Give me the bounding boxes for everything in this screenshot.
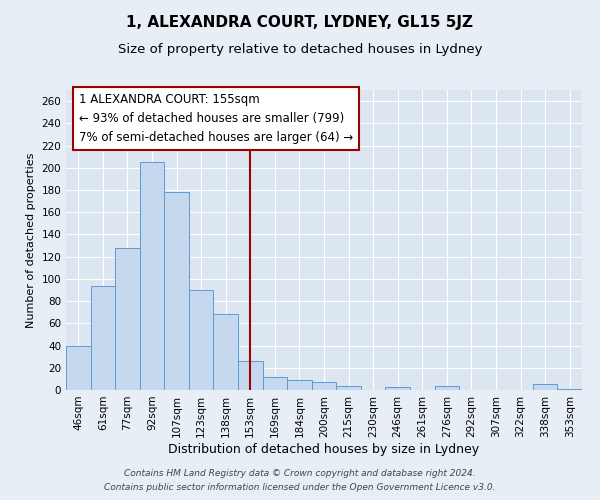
Bar [263, 376, 287, 390]
Text: 1, ALEXANDRA COURT, LYDNEY, GL15 5JZ: 1, ALEXANDRA COURT, LYDNEY, GL15 5JZ [127, 15, 473, 30]
Bar [115, 248, 140, 390]
Bar [533, 384, 557, 390]
Bar [238, 361, 263, 390]
Bar [287, 380, 312, 390]
Text: Contains HM Land Registry data © Crown copyright and database right 2024.: Contains HM Land Registry data © Crown c… [124, 468, 476, 477]
Bar [385, 386, 410, 390]
X-axis label: Distribution of detached houses by size in Lydney: Distribution of detached houses by size … [169, 442, 479, 456]
Bar [557, 389, 582, 390]
Bar [336, 386, 361, 390]
Bar [434, 386, 459, 390]
Text: Contains public sector information licensed under the Open Government Licence v3: Contains public sector information licen… [104, 484, 496, 492]
Bar [189, 290, 214, 390]
Bar [66, 346, 91, 390]
Bar [91, 286, 115, 390]
Bar [164, 192, 189, 390]
Bar [214, 314, 238, 390]
Bar [140, 162, 164, 390]
Text: 1 ALEXANDRA COURT: 155sqm
← 93% of detached houses are smaller (799)
7% of semi-: 1 ALEXANDRA COURT: 155sqm ← 93% of detac… [79, 93, 353, 144]
Text: Size of property relative to detached houses in Lydney: Size of property relative to detached ho… [118, 42, 482, 56]
Bar [312, 382, 336, 390]
Y-axis label: Number of detached properties: Number of detached properties [26, 152, 36, 328]
